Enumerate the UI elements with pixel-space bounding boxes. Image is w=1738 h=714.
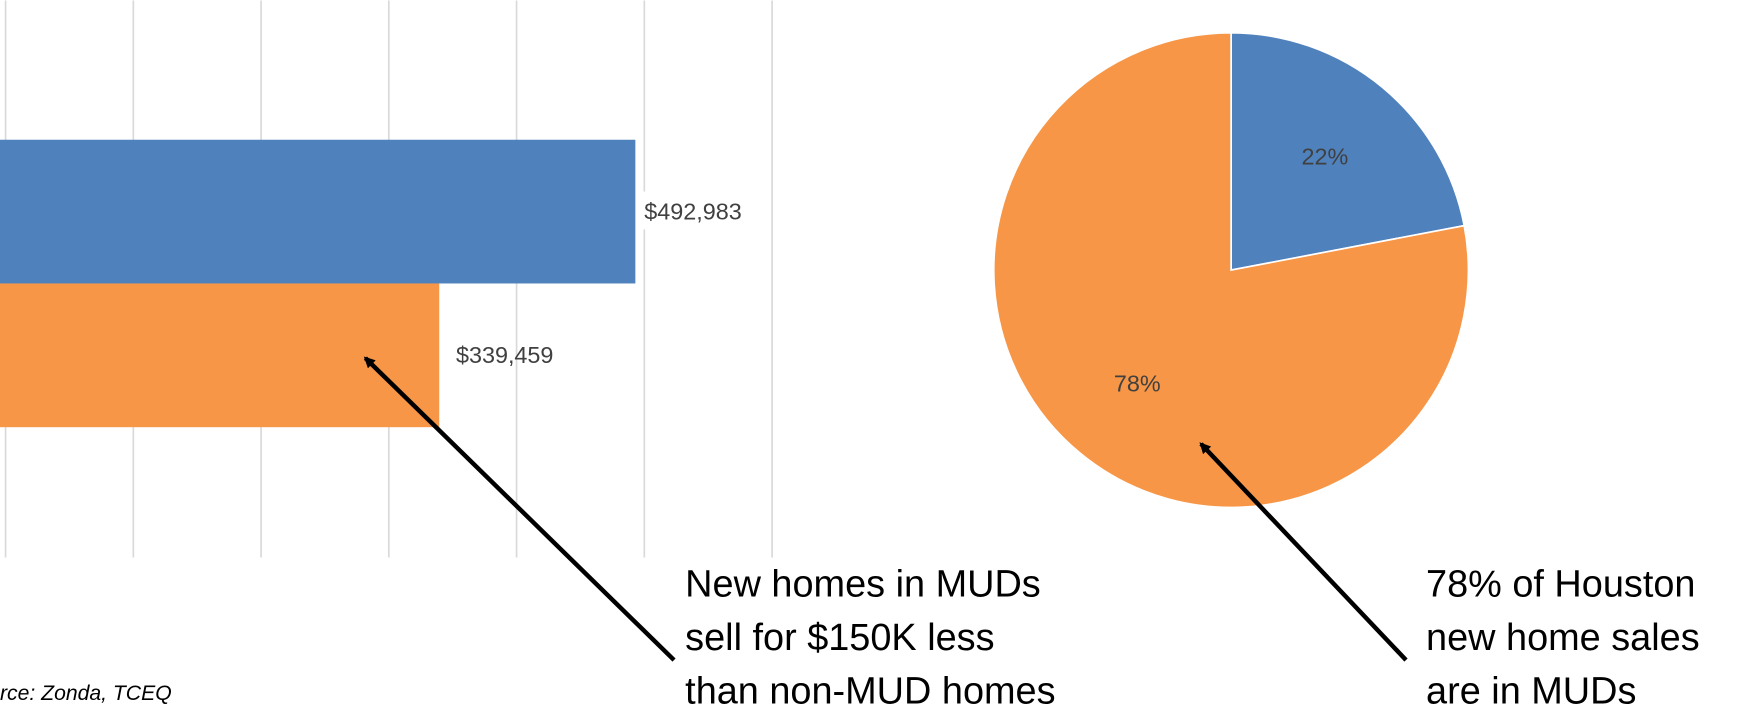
source: rce: Zonda, TCEQ bbox=[0, 682, 172, 705]
annotation: sell for $150K less bbox=[685, 617, 994, 659]
annotation: new home sales bbox=[1426, 617, 1700, 659]
pie-slice bbox=[1230, 31, 1466, 272]
annotation: New homes in MUDs bbox=[685, 564, 1041, 606]
value-label: $492,983 bbox=[644, 198, 742, 224]
annotations: New homes in MUDs sell for $150K less than… bbox=[685, 564, 1699, 713]
annotation: are in MUDs bbox=[1426, 670, 1636, 712]
arrow bbox=[1199, 442, 1408, 662]
bar bbox=[0, 139, 636, 284]
annotation: than non-MUD homes bbox=[685, 670, 1055, 712]
value-label: 78% bbox=[1114, 370, 1161, 396]
bar-chart: $492,983 $339,459 bbox=[0, 0, 773, 558]
annotation: 78% of Houston bbox=[1426, 564, 1695, 606]
bar bbox=[0, 283, 440, 428]
value-label: $339,459 bbox=[456, 342, 554, 368]
pie-chart: 22% 78% bbox=[992, 31, 1470, 509]
pie-slice bbox=[992, 31, 1470, 509]
arrow bbox=[363, 356, 676, 662]
label-bg bbox=[639, 191, 770, 230]
value-label: 22% bbox=[1301, 144, 1348, 170]
